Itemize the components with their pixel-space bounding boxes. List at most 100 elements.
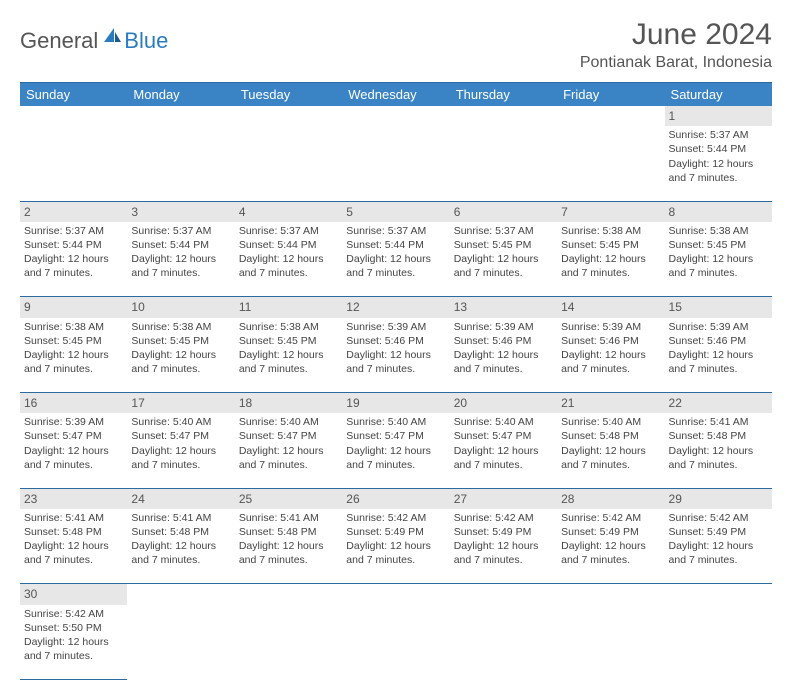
day-number: 28 bbox=[561, 492, 574, 506]
daylight-line-1: Daylight: 12 hours bbox=[669, 539, 768, 553]
day-cell bbox=[557, 126, 664, 201]
day-cell: Sunrise: 5:38 AMSunset: 5:45 PMDaylight:… bbox=[557, 222, 664, 297]
daylight-line-2: and 7 minutes. bbox=[561, 362, 660, 376]
sunrise-line: Sunrise: 5:39 AM bbox=[24, 415, 123, 429]
daylight-line-2: and 7 minutes. bbox=[669, 171, 768, 185]
day-header: Wednesday bbox=[342, 83, 449, 107]
day-cell: Sunrise: 5:41 AMSunset: 5:48 PMDaylight:… bbox=[235, 509, 342, 584]
day-number-cell: 15 bbox=[665, 297, 772, 318]
sunrise-line: Sunrise: 5:37 AM bbox=[454, 224, 553, 238]
sunset-line: Sunset: 5:48 PM bbox=[131, 525, 230, 539]
day-number-cell: 30 bbox=[20, 584, 127, 605]
daylight-line-2: and 7 minutes. bbox=[24, 649, 123, 663]
sunset-line: Sunset: 5:47 PM bbox=[239, 429, 338, 443]
daylight-line-1: Daylight: 12 hours bbox=[239, 252, 338, 266]
daylight-line-2: and 7 minutes. bbox=[454, 362, 553, 376]
sunrise-line: Sunrise: 5:38 AM bbox=[131, 320, 230, 334]
daylight-line-2: and 7 minutes. bbox=[131, 458, 230, 472]
day-cell-content: Sunrise: 5:42 AMSunset: 5:50 PMDaylight:… bbox=[24, 607, 123, 664]
day-cell-content: Sunrise: 5:42 AMSunset: 5:49 PMDaylight:… bbox=[454, 511, 553, 568]
sunrise-line: Sunrise: 5:41 AM bbox=[669, 415, 768, 429]
day-cell: Sunrise: 5:42 AMSunset: 5:49 PMDaylight:… bbox=[450, 509, 557, 584]
day-number-cell: 12 bbox=[342, 297, 449, 318]
day-number-cell: 4 bbox=[235, 201, 342, 222]
day-number: 23 bbox=[24, 492, 37, 506]
daylight-line-2: and 7 minutes. bbox=[669, 362, 768, 376]
logo: General Blue bbox=[20, 26, 168, 55]
day-cell: Sunrise: 5:42 AMSunset: 5:50 PMDaylight:… bbox=[20, 605, 127, 680]
day-number-cell: 28 bbox=[557, 488, 664, 509]
daylight-line-1: Daylight: 12 hours bbox=[454, 252, 553, 266]
sunrise-line: Sunrise: 5:37 AM bbox=[24, 224, 123, 238]
daylight-line-1: Daylight: 12 hours bbox=[561, 348, 660, 362]
daylight-line-1: Daylight: 12 hours bbox=[24, 252, 123, 266]
daylight-line-2: and 7 minutes. bbox=[669, 458, 768, 472]
day-number-cell bbox=[342, 106, 449, 126]
daylight-line-2: and 7 minutes. bbox=[24, 362, 123, 376]
day-cell-content: Sunrise: 5:38 AMSunset: 5:45 PMDaylight:… bbox=[561, 224, 660, 281]
day-cell: Sunrise: 5:37 AMSunset: 5:44 PMDaylight:… bbox=[235, 222, 342, 297]
day-cell-content: Sunrise: 5:37 AMSunset: 5:44 PMDaylight:… bbox=[24, 224, 123, 281]
daylight-line-1: Daylight: 12 hours bbox=[346, 444, 445, 458]
day-cell: Sunrise: 5:40 AMSunset: 5:48 PMDaylight:… bbox=[557, 413, 664, 488]
day-number-cell: 6 bbox=[450, 201, 557, 222]
sunset-line: Sunset: 5:49 PM bbox=[454, 525, 553, 539]
day-number-cell bbox=[665, 584, 772, 605]
daylight-line-1: Daylight: 12 hours bbox=[454, 444, 553, 458]
day-header: Saturday bbox=[665, 83, 772, 107]
sunset-line: Sunset: 5:45 PM bbox=[131, 334, 230, 348]
week-content-row: Sunrise: 5:37 AMSunset: 5:44 PMDaylight:… bbox=[20, 222, 772, 297]
day-cell bbox=[342, 126, 449, 201]
sunset-line: Sunset: 5:44 PM bbox=[24, 238, 123, 252]
sunset-line: Sunset: 5:44 PM bbox=[346, 238, 445, 252]
day-number-cell: 23 bbox=[20, 488, 127, 509]
sunrise-line: Sunrise: 5:40 AM bbox=[561, 415, 660, 429]
day-number-cell: 13 bbox=[450, 297, 557, 318]
sunset-line: Sunset: 5:44 PM bbox=[131, 238, 230, 252]
sunset-line: Sunset: 5:46 PM bbox=[346, 334, 445, 348]
week-content-row: Sunrise: 5:41 AMSunset: 5:48 PMDaylight:… bbox=[20, 509, 772, 584]
day-cell-content: Sunrise: 5:40 AMSunset: 5:48 PMDaylight:… bbox=[561, 415, 660, 472]
day-number: 2 bbox=[24, 205, 31, 219]
day-cell-content: Sunrise: 5:37 AMSunset: 5:44 PMDaylight:… bbox=[346, 224, 445, 281]
sunset-line: Sunset: 5:48 PM bbox=[239, 525, 338, 539]
day-number: 3 bbox=[131, 205, 138, 219]
day-number-cell: 7 bbox=[557, 201, 664, 222]
day-cell-content: Sunrise: 5:40 AMSunset: 5:47 PMDaylight:… bbox=[239, 415, 338, 472]
sunset-line: Sunset: 5:48 PM bbox=[561, 429, 660, 443]
daylight-line-2: and 7 minutes. bbox=[346, 362, 445, 376]
day-cell: Sunrise: 5:37 AMSunset: 5:44 PMDaylight:… bbox=[20, 222, 127, 297]
day-number-cell: 17 bbox=[127, 393, 234, 414]
day-number: 14 bbox=[561, 300, 574, 314]
day-number: 21 bbox=[561, 396, 574, 410]
day-number-cell: 27 bbox=[450, 488, 557, 509]
sunrise-line: Sunrise: 5:38 AM bbox=[239, 320, 338, 334]
sunset-line: Sunset: 5:45 PM bbox=[24, 334, 123, 348]
day-cell: Sunrise: 5:41 AMSunset: 5:48 PMDaylight:… bbox=[20, 509, 127, 584]
daylight-line-1: Daylight: 12 hours bbox=[669, 252, 768, 266]
day-cell-content: Sunrise: 5:38 AMSunset: 5:45 PMDaylight:… bbox=[131, 320, 230, 377]
week-content-row: Sunrise: 5:42 AMSunset: 5:50 PMDaylight:… bbox=[20, 605, 772, 680]
daylight-line-1: Daylight: 12 hours bbox=[239, 539, 338, 553]
sunset-line: Sunset: 5:44 PM bbox=[669, 142, 768, 156]
day-cell-content: Sunrise: 5:38 AMSunset: 5:45 PMDaylight:… bbox=[239, 320, 338, 377]
day-cell bbox=[127, 126, 234, 201]
day-cell: Sunrise: 5:42 AMSunset: 5:49 PMDaylight:… bbox=[557, 509, 664, 584]
day-cell-content: Sunrise: 5:39 AMSunset: 5:46 PMDaylight:… bbox=[454, 320, 553, 377]
day-cell: Sunrise: 5:38 AMSunset: 5:45 PMDaylight:… bbox=[127, 318, 234, 393]
sunrise-line: Sunrise: 5:42 AM bbox=[24, 607, 123, 621]
sunset-line: Sunset: 5:46 PM bbox=[669, 334, 768, 348]
day-cell-content: Sunrise: 5:40 AMSunset: 5:47 PMDaylight:… bbox=[454, 415, 553, 472]
day-header: Monday bbox=[127, 83, 234, 107]
sunset-line: Sunset: 5:45 PM bbox=[561, 238, 660, 252]
day-cell-content: Sunrise: 5:38 AMSunset: 5:45 PMDaylight:… bbox=[669, 224, 768, 281]
daylight-line-2: and 7 minutes. bbox=[454, 553, 553, 567]
day-cell: Sunrise: 5:37 AMSunset: 5:44 PMDaylight:… bbox=[665, 126, 772, 201]
day-number-cell: 9 bbox=[20, 297, 127, 318]
daylight-line-1: Daylight: 12 hours bbox=[24, 444, 123, 458]
daylight-line-1: Daylight: 12 hours bbox=[669, 444, 768, 458]
header: General Blue June 2024 Pontianak Barat, … bbox=[20, 18, 772, 72]
day-cell bbox=[450, 605, 557, 680]
day-cell: Sunrise: 5:41 AMSunset: 5:48 PMDaylight:… bbox=[127, 509, 234, 584]
day-number-cell bbox=[127, 106, 234, 126]
